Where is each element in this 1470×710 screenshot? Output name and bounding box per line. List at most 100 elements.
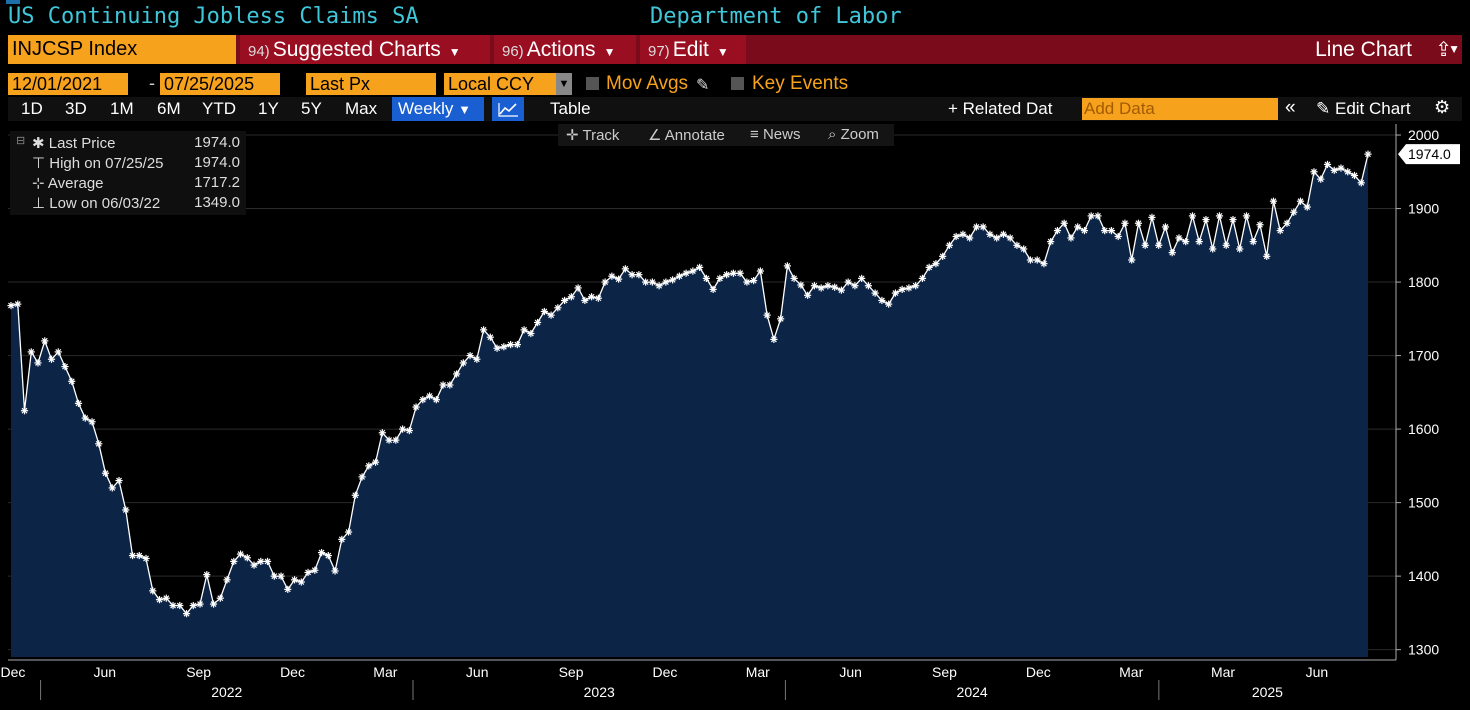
data-point — [263, 557, 272, 566]
range-3d[interactable]: 3D — [65, 99, 87, 118]
data-point — [939, 252, 947, 260]
calendar-icon[interactable]: ▦ — [282, 74, 296, 90]
range-1m[interactable]: 1M — [110, 99, 134, 118]
price-field-select[interactable]: Last Px — [306, 73, 436, 95]
data-point — [817, 284, 825, 292]
data-point — [905, 284, 913, 292]
frequency-select[interactable]: Weekly ▼ — [392, 97, 484, 121]
chevron-down-icon[interactable]: ▼ — [1448, 42, 1460, 56]
data-point — [959, 230, 967, 238]
edit-button[interactable]: 97) Edit ▼ — [640, 35, 746, 64]
data-point — [452, 370, 461, 378]
pencil-icon[interactable]: ✎ — [696, 77, 710, 94]
data-point — [169, 601, 177, 610]
data-point — [986, 230, 994, 238]
data-point — [1242, 212, 1251, 220]
chart-tools-bar — [558, 124, 894, 146]
data-point — [1202, 215, 1210, 224]
data-point — [648, 278, 656, 286]
data-point — [196, 600, 204, 608]
x-tick-label: Dec — [280, 664, 305, 680]
chevron-down-icon[interactable]: ▼ — [556, 73, 572, 95]
data-point — [1364, 150, 1372, 158]
data-point — [594, 294, 602, 302]
export-icon[interactable]: ⇪ — [1435, 39, 1452, 61]
data-point — [898, 285, 906, 294]
range-1d[interactable]: 1D — [21, 99, 43, 118]
mov-avgs-checkbox[interactable] — [586, 77, 599, 90]
data-point — [669, 276, 677, 284]
x-tick-label: Jun — [839, 664, 862, 680]
data-point — [88, 418, 96, 426]
add-data-input[interactable]: Add Data — [1082, 98, 1278, 120]
chevron-down-icon: ▼ — [603, 45, 616, 59]
data-point — [1006, 234, 1014, 242]
y-tick-label: 1800 — [1408, 274, 1439, 290]
key-events-checkbox[interactable] — [731, 77, 744, 90]
data-point — [608, 272, 616, 280]
line-chart-icon[interactable] — [492, 97, 524, 121]
actions-button[interactable]: 96) Actions ▼ — [494, 35, 636, 64]
start-date-field[interactable]: 12/01/2021 — [8, 73, 128, 95]
data-point — [527, 329, 535, 338]
suggested-charts-button[interactable]: 94) Suggested Charts ▼ — [240, 35, 490, 64]
data-point — [1040, 260, 1048, 268]
data-point — [439, 381, 447, 389]
data-point — [804, 291, 812, 299]
data-point — [412, 403, 420, 411]
data-point — [588, 293, 596, 301]
data-point — [162, 594, 170, 602]
data-point — [1175, 234, 1183, 242]
data-point — [689, 267, 697, 275]
data-point — [912, 282, 920, 290]
legend-average-value: 1717.2 — [194, 174, 240, 191]
track-tool[interactable]: ✛ Track — [566, 126, 619, 144]
end-date-field[interactable]: 07/25/2025 — [160, 73, 280, 95]
range-5y[interactable]: 5Y — [301, 99, 322, 118]
news-tool[interactable]: ≡ News — [750, 126, 800, 143]
data-point — [68, 377, 76, 385]
data-point — [1067, 234, 1075, 242]
x-tick-label: Jun — [466, 664, 489, 680]
data-point — [405, 426, 413, 435]
range-6m[interactable]: 6M — [157, 99, 181, 118]
ticker-field[interactable]: INJCSP Index — [8, 35, 236, 64]
data-point — [945, 241, 954, 249]
chevron-down-icon: ▼ — [716, 45, 729, 59]
key-events-label[interactable]: Key Events — [752, 73, 849, 94]
data-point — [250, 561, 258, 569]
calendar-icon[interactable]: ▦ — [129, 74, 143, 90]
legend-collapse-icon[interactable]: ⊟ — [16, 135, 26, 147]
data-point — [858, 274, 866, 282]
range-max[interactable]: Max — [345, 99, 378, 118]
zoom-tool[interactable]: ⌕ Zoom — [828, 126, 879, 143]
data-point — [1134, 219, 1143, 227]
mov-avgs-label[interactable]: Mov Avgs — [606, 73, 689, 94]
data-point — [1128, 256, 1136, 264]
high-marker-icon: ⊤ — [32, 155, 46, 172]
range-1y[interactable]: 1Y — [258, 99, 279, 118]
edit-chart-button[interactable]: ✎ Edit Chart — [1316, 98, 1411, 120]
gear-icon[interactable]: ⚙ — [1434, 97, 1451, 117]
data-point — [756, 267, 764, 275]
data-point — [1053, 227, 1062, 235]
x-tick-label: Sep — [932, 664, 957, 680]
legend-low-text: Low on 06/03/22 — [49, 195, 161, 212]
legend-high-text: High on 07/25/25 — [49, 155, 164, 172]
related-data-button[interactable]: + Related Dat — [948, 99, 1053, 118]
data-point — [142, 554, 150, 563]
data-point — [540, 307, 548, 316]
data-point — [149, 587, 157, 595]
currency-select[interactable]: Local CCY — [444, 73, 572, 95]
annotate-tool[interactable]: ∠ Annotate — [648, 126, 725, 144]
data-point — [74, 399, 83, 407]
data-point — [290, 576, 299, 584]
data-point — [1026, 256, 1035, 264]
table-button[interactable]: Table — [550, 99, 591, 118]
data-point — [20, 407, 29, 415]
collapse-icon[interactable]: « — [1285, 97, 1296, 118]
range-ytd[interactable]: YTD — [202, 99, 236, 118]
chart-type-label[interactable]: Line Chart — [1315, 38, 1412, 61]
menu-number: 96) — [502, 43, 524, 60]
